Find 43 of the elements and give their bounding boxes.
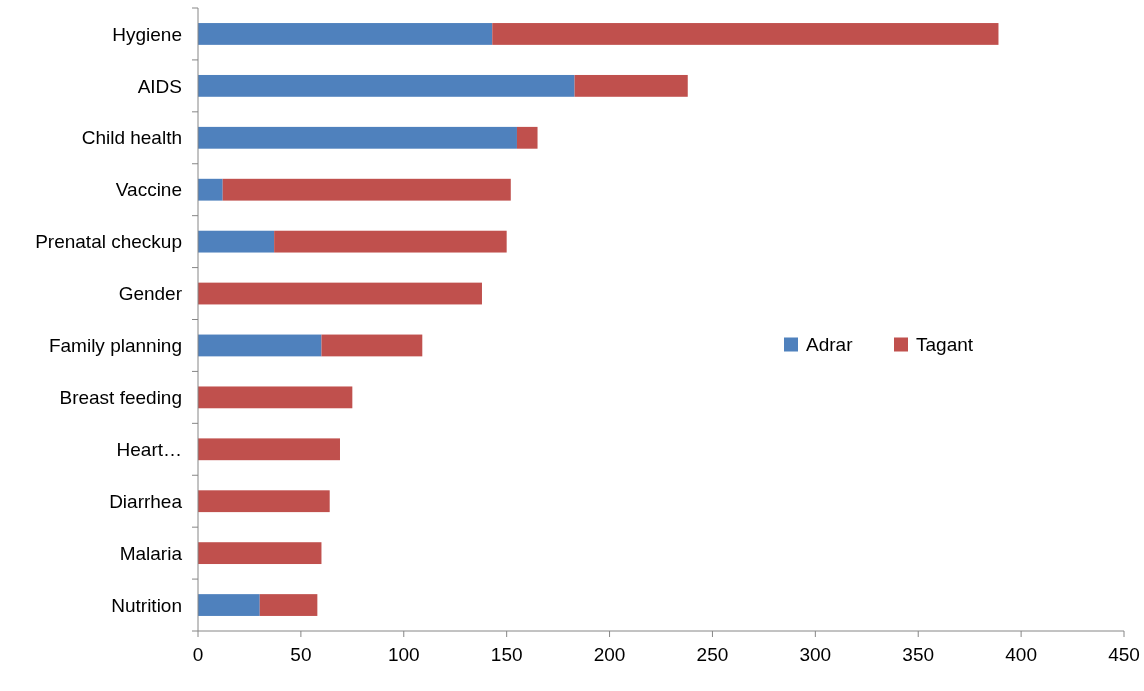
bar bbox=[492, 23, 999, 45]
x-tick-label: 350 bbox=[902, 644, 935, 665]
y-tick-label: Gender bbox=[118, 283, 183, 305]
bar bbox=[198, 334, 322, 357]
y-tick-label: AIDS bbox=[137, 75, 182, 97]
legend-label: Adrar bbox=[806, 334, 854, 356]
bar bbox=[222, 178, 511, 201]
bar bbox=[516, 126, 538, 149]
x-tick-label: 150 bbox=[490, 644, 523, 665]
x-tick-label: 250 bbox=[696, 644, 729, 665]
bar bbox=[198, 490, 330, 513]
y-tick-label: Diarrhea bbox=[109, 490, 183, 512]
x-tick-label: 50 bbox=[290, 644, 312, 665]
bar bbox=[198, 74, 575, 97]
y-tick-label: Vaccine bbox=[115, 179, 182, 201]
y-tick-label: Nutrition bbox=[111, 594, 182, 616]
x-tick-label: 200 bbox=[593, 644, 626, 665]
bar bbox=[259, 594, 318, 616]
x-tick-label: 0 bbox=[192, 644, 204, 665]
bar bbox=[198, 542, 322, 565]
y-tick-label: Hygiene bbox=[112, 23, 182, 45]
y-tick-label: Child health bbox=[81, 127, 182, 149]
bar bbox=[321, 334, 423, 357]
legend-label: Tagant bbox=[916, 334, 974, 356]
y-tick-label: Malaria bbox=[119, 542, 183, 564]
x-tick-label: 450 bbox=[1108, 644, 1140, 665]
bar bbox=[198, 594, 260, 616]
y-tick-label: Heart… bbox=[116, 438, 182, 460]
bar bbox=[198, 438, 340, 461]
bar bbox=[574, 74, 688, 97]
bar bbox=[274, 230, 507, 253]
y-tick-label: Prenatal checkup bbox=[35, 231, 182, 253]
bar bbox=[198, 23, 493, 45]
bar bbox=[198, 230, 275, 253]
y-tick-label: Breast feeding bbox=[59, 387, 182, 409]
bar bbox=[198, 282, 482, 305]
bar bbox=[198, 178, 223, 201]
x-tick-label: 300 bbox=[799, 644, 832, 665]
x-tick-label: 100 bbox=[387, 644, 420, 665]
bar bbox=[198, 386, 353, 409]
y-tick-label: Family planning bbox=[48, 335, 182, 357]
bar bbox=[198, 126, 517, 149]
x-tick-label: 400 bbox=[1005, 644, 1037, 665]
